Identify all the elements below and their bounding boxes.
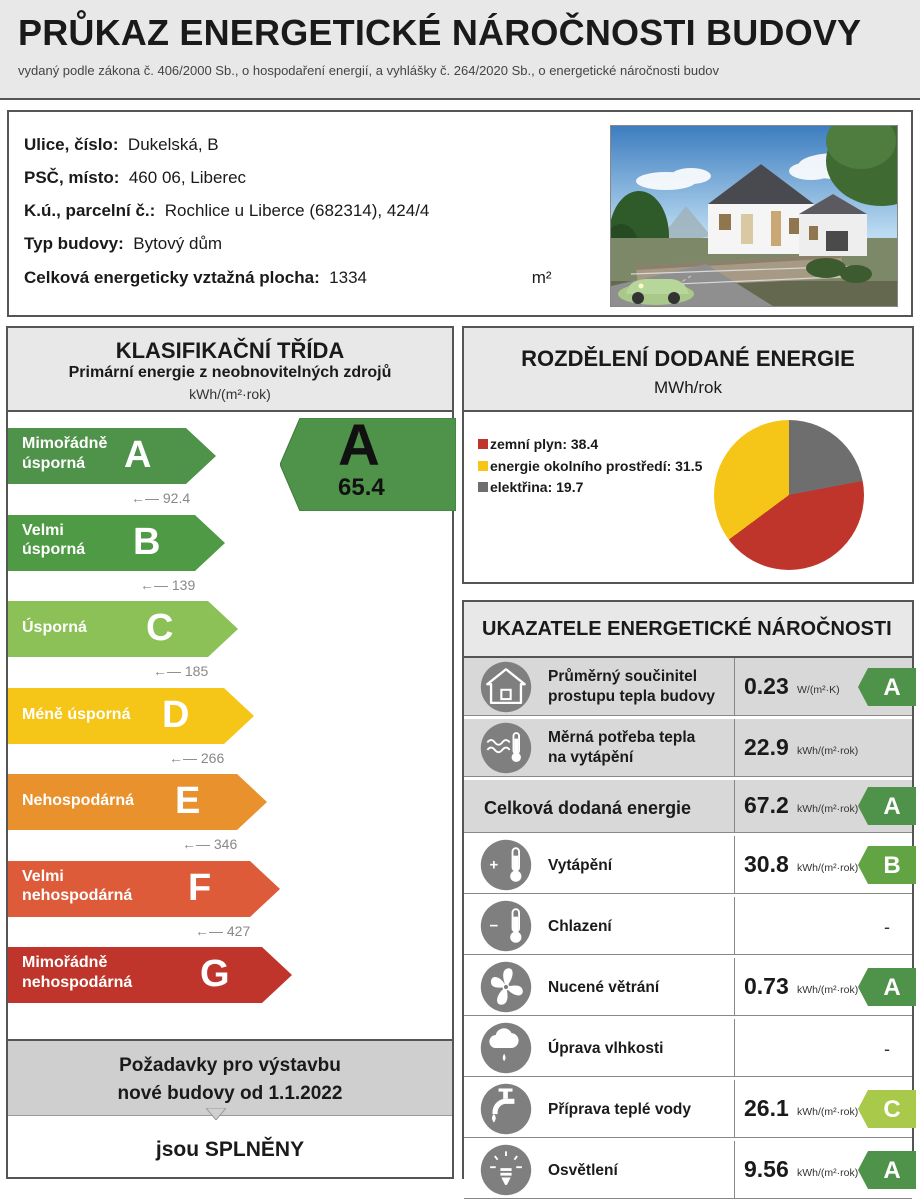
svg-text:A: A: [883, 1157, 900, 1184]
svg-text:A: A: [883, 974, 900, 1001]
svg-text:B: B: [883, 852, 900, 879]
svg-text:−: −: [490, 918, 499, 935]
svg-text:C: C: [883, 1096, 900, 1123]
svg-text:A: A: [883, 674, 900, 701]
svg-text:+: +: [490, 857, 499, 874]
svg-text:A: A: [883, 793, 900, 820]
